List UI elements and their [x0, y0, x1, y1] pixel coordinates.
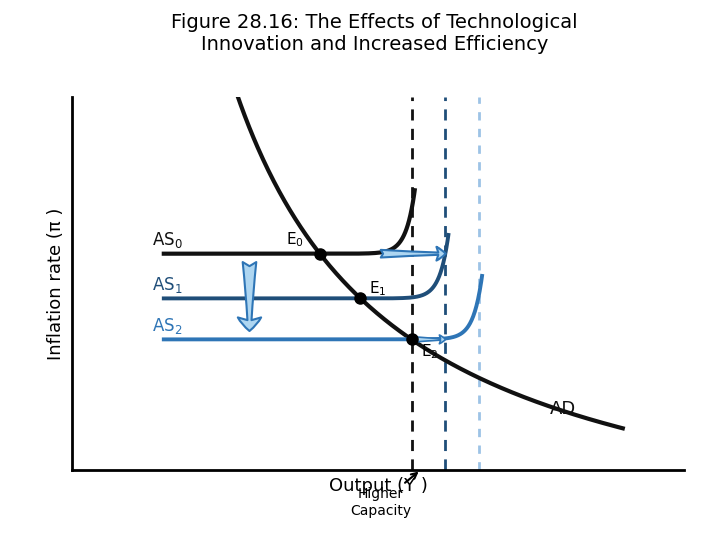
- Text: E$_1$: E$_1$: [369, 279, 387, 298]
- X-axis label: Output (Y ): Output (Y ): [328, 477, 428, 495]
- Text: E$_0$: E$_0$: [287, 231, 304, 249]
- Text: Figure 28.16: The Effects of Technological
Innovation and Increased Efficiency: Figure 28.16: The Effects of Technologic…: [171, 13, 577, 54]
- Text: Higher
Capacity: Higher Capacity: [351, 473, 417, 517]
- Text: AS$_1$: AS$_1$: [152, 275, 182, 295]
- Text: E$_2$: E$_2$: [420, 342, 438, 361]
- Text: AS$_2$: AS$_2$: [152, 316, 182, 336]
- Text: AS$_0$: AS$_0$: [152, 230, 182, 250]
- Text: AD: AD: [549, 400, 575, 418]
- Y-axis label: Inflation rate (π ): Inflation rate (π ): [47, 207, 65, 360]
